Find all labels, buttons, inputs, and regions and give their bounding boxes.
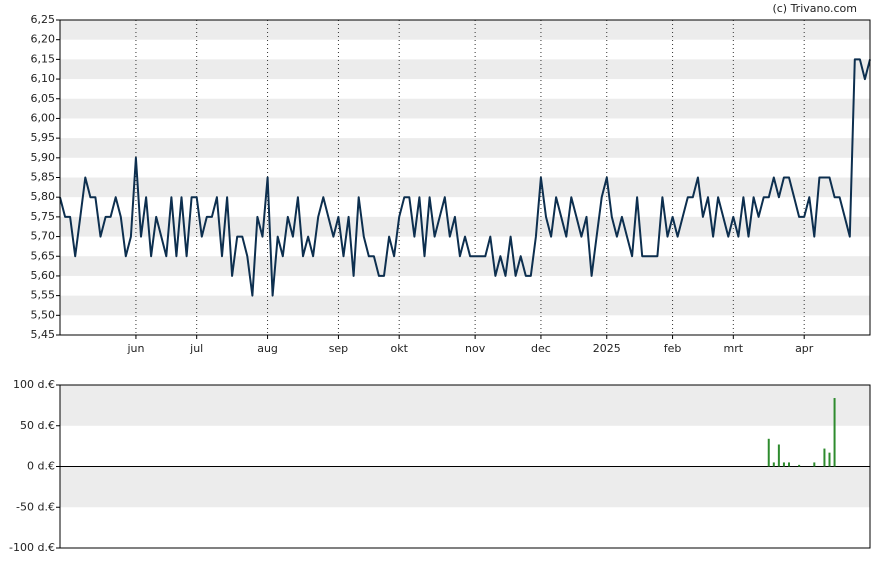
volume-bar <box>782 462 785 467</box>
volume-bar <box>777 444 780 467</box>
y-tick-label: 5,95 <box>31 131 56 144</box>
price-line <box>59 58 871 297</box>
volume-bar <box>772 462 775 467</box>
y-tick-label: -50 d.€ <box>16 500 55 513</box>
x-tick-label: jun <box>126 342 144 355</box>
x-tick-label: jul <box>189 342 203 355</box>
grid-band <box>60 295 870 316</box>
x-tick-label: feb <box>664 342 682 355</box>
x-tick-label: mrt <box>724 342 744 355</box>
grid-band <box>60 385 870 426</box>
volume-bar <box>823 448 826 467</box>
plot-frame <box>59 384 871 549</box>
volume-bar <box>813 462 816 467</box>
volume-bar <box>798 464 801 467</box>
grid-band <box>60 98 870 119</box>
volume-bar <box>828 452 831 467</box>
grid-band <box>60 466 870 508</box>
y-tick-label: 5,55 <box>31 289 56 302</box>
grid-band <box>60 256 870 276</box>
grid-band <box>60 20 870 40</box>
y-tick-label: 5,70 <box>31 230 56 243</box>
y-tick-label: 6,10 <box>31 72 56 85</box>
volume-bar <box>833 398 836 467</box>
y-tick-label: 5,90 <box>31 151 56 164</box>
y-tick-label: 50 d.€ <box>20 419 55 432</box>
y-tick-label: 5,50 <box>31 308 56 321</box>
y-tick-label: 6,25 <box>31 13 56 26</box>
y-tick-label: 6,05 <box>31 92 56 105</box>
y-tick-label: 0 d.€ <box>27 460 55 473</box>
grid-band <box>60 177 870 198</box>
y-tick-label: 6,15 <box>31 52 56 65</box>
plot-frame <box>59 19 871 336</box>
y-tick-label: 5,45 <box>31 328 56 341</box>
y-tick-label: 6,20 <box>31 33 56 46</box>
x-tick-label: nov <box>465 342 486 355</box>
credit: (c) Trivano.com <box>772 2 857 15</box>
y-tick-label: 5,60 <box>31 269 56 282</box>
y-tick-label: 100 d.€ <box>13 378 55 391</box>
x-tick-label: dec <box>531 342 551 355</box>
y-tick-label: 5,85 <box>31 171 56 184</box>
x-tick-label: 2025 <box>593 342 621 355</box>
y-tick-label: 6,00 <box>31 111 56 124</box>
x-tick-label: sep <box>329 342 348 355</box>
grid-band <box>60 138 870 158</box>
volume-bar <box>767 438 770 467</box>
x-tick-label: apr <box>795 342 814 355</box>
y-tick-label: 5,80 <box>31 190 56 203</box>
x-tick-label: aug <box>257 342 278 355</box>
grid-band <box>60 59 870 80</box>
y-tick-label: 5,65 <box>31 249 56 262</box>
x-tick-label: okt <box>390 342 408 355</box>
y-tick-label: 5,75 <box>31 210 56 223</box>
y-tick-label: -100 d.€ <box>9 541 55 554</box>
volume-bar <box>788 462 790 467</box>
